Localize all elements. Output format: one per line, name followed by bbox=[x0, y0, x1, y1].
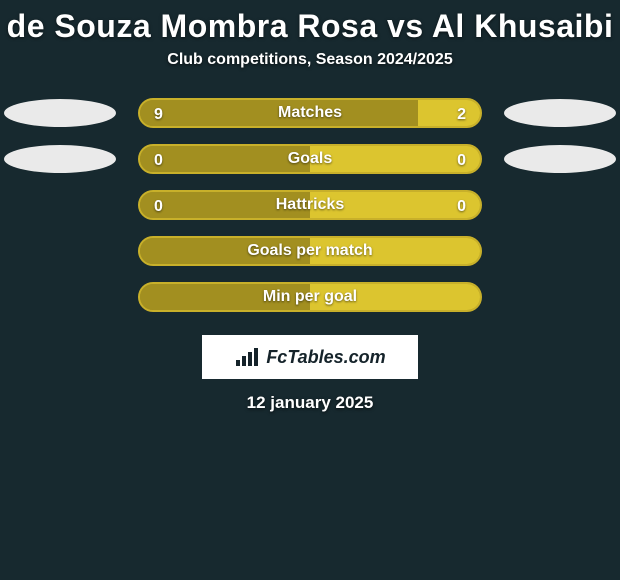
stat-value-left: 9 bbox=[140, 100, 177, 128]
stat-row: 92Matches bbox=[0, 95, 620, 141]
logo-text: FcTables.com bbox=[266, 347, 385, 368]
stat-row: 00Hattricks bbox=[0, 187, 620, 233]
stat-value-right: 0 bbox=[443, 146, 480, 174]
player-left-marker bbox=[4, 145, 116, 173]
stat-bar: 92Matches bbox=[138, 98, 482, 128]
stat-bar-left-fill bbox=[140, 238, 310, 264]
bars-icon bbox=[234, 346, 262, 368]
stat-bar-left-fill bbox=[140, 284, 310, 310]
player-left-marker bbox=[4, 99, 116, 127]
stat-value-right: 0 bbox=[443, 192, 480, 220]
stat-bar: 00Goals bbox=[138, 144, 482, 174]
stat-value-left: 0 bbox=[140, 146, 177, 174]
stat-row: Min per goal bbox=[0, 279, 620, 325]
stat-bar: 00Hattricks bbox=[138, 190, 482, 220]
player-right-marker bbox=[504, 99, 616, 127]
stat-row: 00Goals bbox=[0, 141, 620, 187]
stat-bar: Goals per match bbox=[138, 236, 482, 266]
stat-row: Goals per match bbox=[0, 233, 620, 279]
page-title: de Souza Mombra Rosa vs Al Khusaibi bbox=[0, 0, 620, 51]
page-subtitle: Club competitions, Season 2024/2025 bbox=[0, 51, 620, 95]
logo-badge: FcTables.com bbox=[202, 335, 418, 379]
stat-value-right: 2 bbox=[443, 100, 480, 128]
player-right-marker bbox=[504, 145, 616, 173]
comparison-infographic: de Souza Mombra Rosa vs Al Khusaibi Club… bbox=[0, 0, 620, 413]
stat-bar: Min per goal bbox=[138, 282, 482, 312]
stat-rows: 92Matches00Goals00HattricksGoals per mat… bbox=[0, 95, 620, 325]
date-text: 12 january 2025 bbox=[0, 393, 620, 413]
stat-bar-right-fill bbox=[310, 238, 480, 264]
stat-bar-left-fill bbox=[140, 100, 418, 126]
stat-value-left: 0 bbox=[140, 192, 177, 220]
stat-bar-right-fill bbox=[310, 284, 480, 310]
